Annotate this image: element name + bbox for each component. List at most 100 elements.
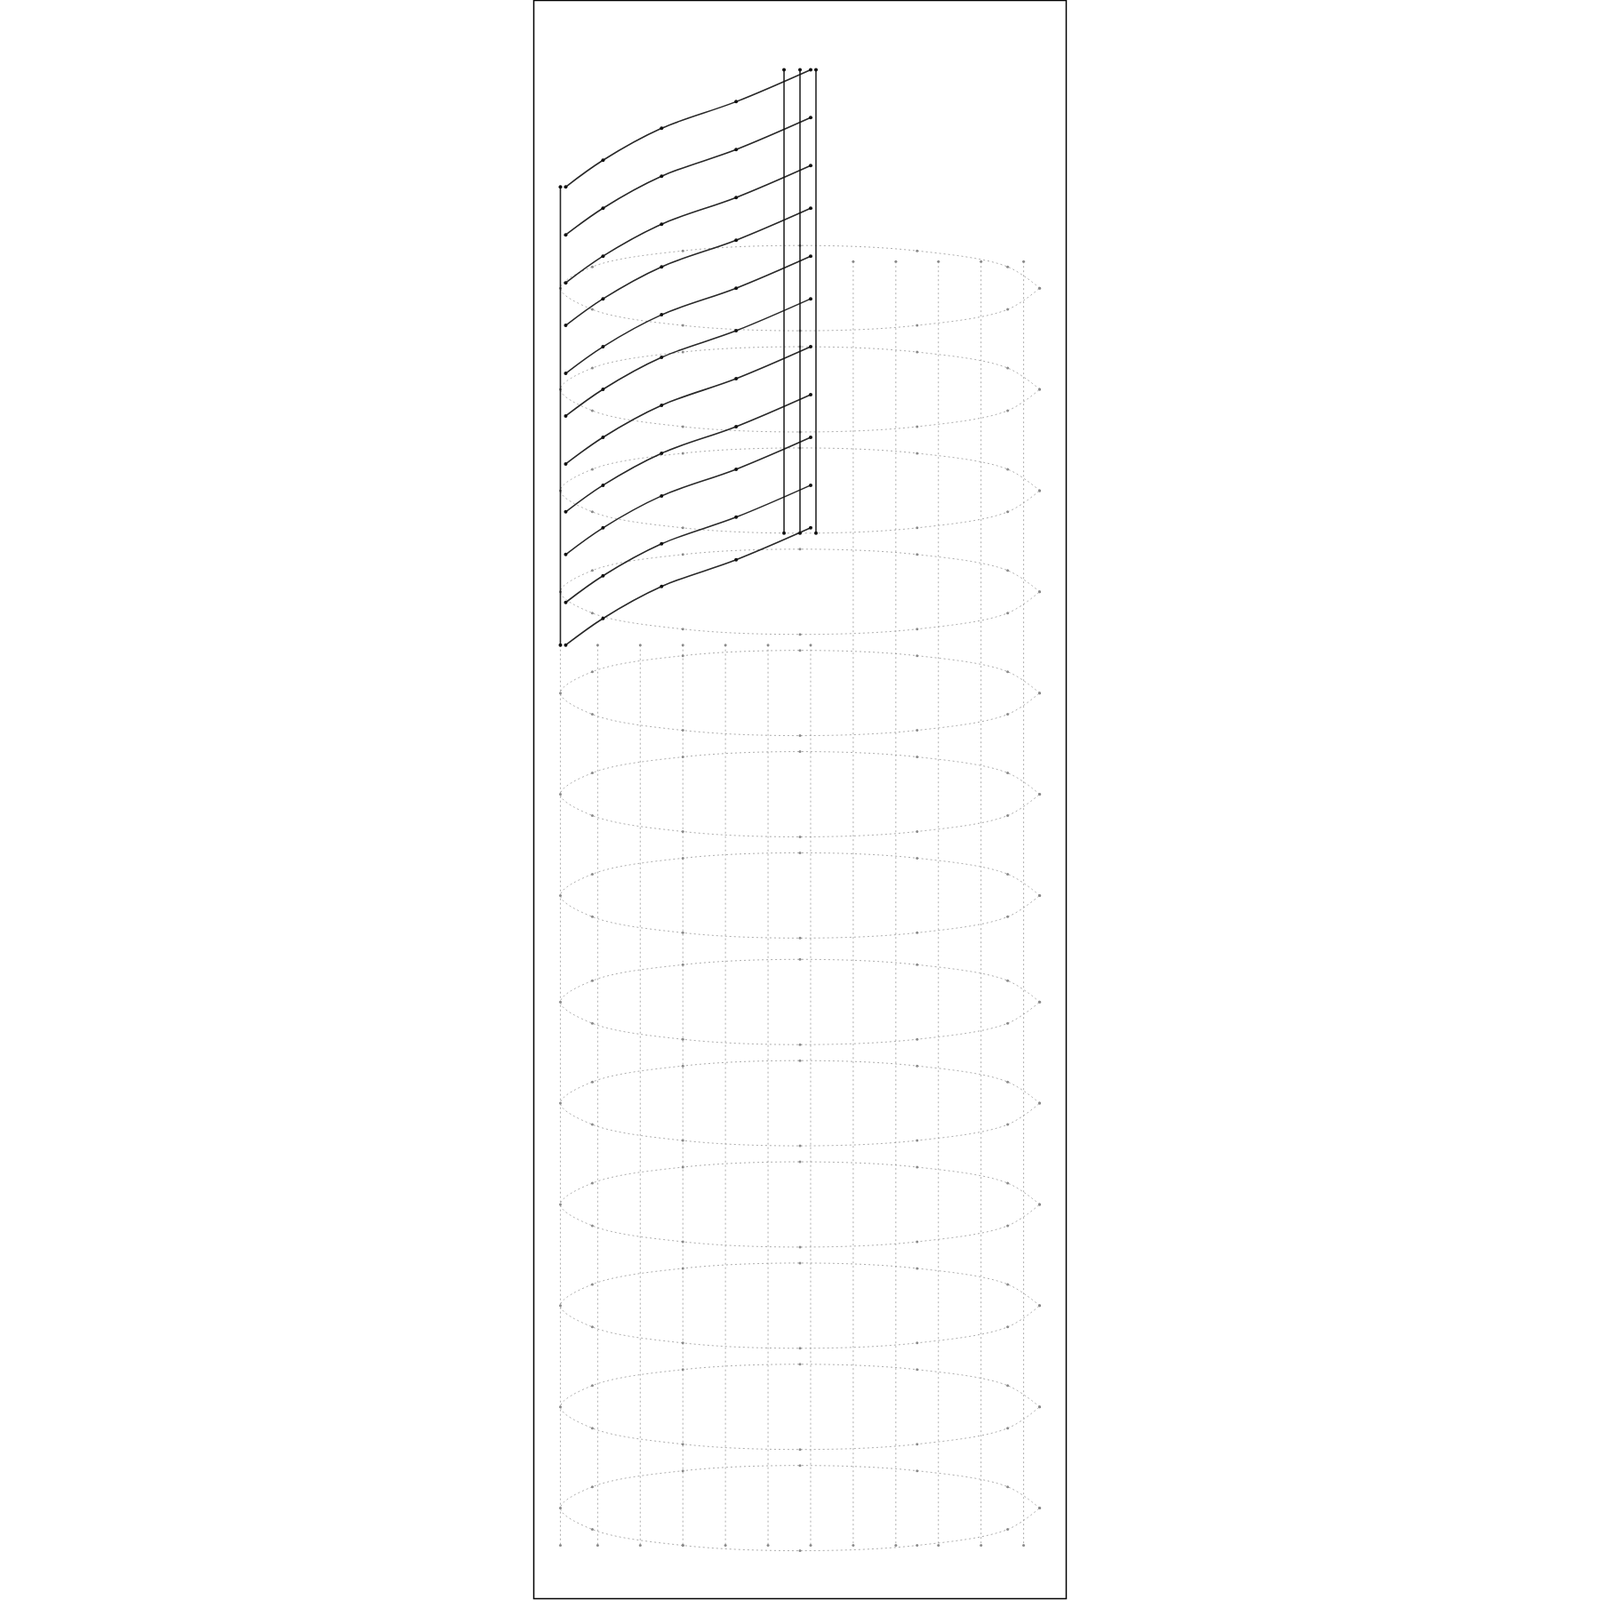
series-line [565, 208, 811, 326]
series-point [1006, 408, 1009, 412]
series-point [591, 1528, 594, 1531]
series-point [659, 494, 664, 498]
series-point [1022, 1544, 1025, 1547]
series-point [1006, 1022, 1009, 1025]
series-point [936, 1544, 940, 1547]
series-point [734, 147, 738, 152]
series-line [597, 645, 599, 1546]
series-point [1006, 367, 1009, 370]
series-point [1006, 979, 1009, 983]
series-point [734, 286, 738, 290]
series-point [559, 643, 562, 647]
series-point [799, 1261, 802, 1264]
series-point [596, 1544, 600, 1547]
series-line [809, 645, 811, 1546]
series-point [808, 206, 813, 210]
series-point [799, 531, 802, 535]
series-point [659, 312, 664, 317]
series-point [600, 526, 605, 530]
series-point [1006, 568, 1009, 572]
series-point [1038, 388, 1041, 392]
series-point [563, 462, 568, 466]
series-point [1006, 872, 1009, 876]
series-point [681, 627, 685, 631]
series-line [815, 69, 817, 533]
series-point [1038, 792, 1041, 796]
series-point [915, 451, 919, 455]
series-point [799, 1245, 802, 1248]
series-point [1038, 1405, 1041, 1408]
series-point [915, 755, 919, 759]
series-point [1038, 1304, 1041, 1307]
series-point [600, 616, 605, 621]
series-line [980, 261, 982, 1545]
series-point [563, 184, 568, 189]
series [563, 67, 813, 189]
series-point [1038, 1202, 1041, 1206]
series-point [563, 510, 568, 514]
series-point [591, 915, 594, 919]
series-point [563, 232, 568, 237]
series-point [915, 654, 919, 657]
series [782, 67, 786, 535]
series [563, 115, 813, 237]
series [559, 648, 1041, 737]
series-point [734, 558, 738, 562]
series-point [591, 308, 594, 312]
series-point [915, 249, 919, 253]
series-point [600, 296, 605, 301]
series-point [591, 367, 594, 370]
series-point [808, 296, 813, 301]
series-point [681, 324, 685, 328]
series-point [799, 835, 802, 839]
series-point [782, 67, 786, 72]
series-point [936, 260, 940, 264]
series-point [799, 1549, 802, 1552]
series [559, 1261, 1041, 1350]
series-point [1006, 1080, 1009, 1084]
series-point [915, 931, 919, 935]
series [894, 260, 897, 1547]
series-point [782, 531, 786, 536]
series-point [1006, 1123, 1009, 1127]
series-point [591, 670, 594, 673]
series [559, 547, 1041, 636]
series-line [560, 1465, 1040, 1552]
series-point [681, 526, 685, 529]
series-point [591, 1080, 594, 1084]
series-point [600, 158, 605, 162]
series-point [600, 206, 605, 210]
series-point [591, 1224, 594, 1227]
series-point [563, 643, 568, 648]
series-point [1006, 915, 1009, 919]
series-point [591, 814, 594, 817]
series-line [783, 69, 785, 533]
series-point [591, 979, 594, 983]
series [798, 67, 802, 535]
series-point [1038, 1000, 1041, 1004]
series-point [1006, 1282, 1009, 1286]
series-point [1006, 814, 1009, 817]
series [639, 643, 642, 1547]
series-line [560, 549, 1040, 635]
series-point [1038, 1102, 1041, 1105]
series-point [734, 99, 738, 104]
series-point [724, 643, 728, 647]
series-point [1006, 510, 1009, 513]
series-point [799, 958, 802, 961]
series-line [799, 69, 801, 533]
series-point [591, 1325, 594, 1328]
series-point [659, 174, 664, 178]
series [559, 1362, 1041, 1451]
series-point [979, 260, 983, 264]
series-point [681, 424, 685, 428]
series-point [1038, 388, 1041, 392]
series-point [591, 1485, 594, 1488]
series-point [1038, 1506, 1041, 1510]
series-point [591, 1182, 594, 1185]
series [559, 1160, 1041, 1249]
series-point [1038, 894, 1041, 897]
series-point [734, 467, 738, 472]
series [563, 526, 813, 648]
series [559, 750, 1041, 839]
